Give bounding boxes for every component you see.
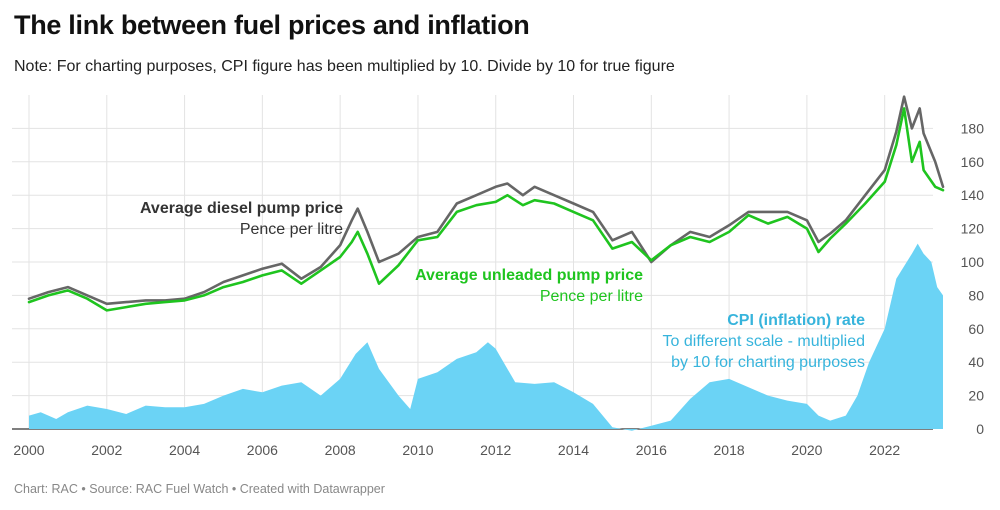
y-tick-label: 120 <box>961 221 985 237</box>
chart-footer: Chart: RAC • Source: RAC Fuel Watch • Cr… <box>14 482 385 496</box>
axis-ticks: 2000 2002 2004 2006 2008 2010 2012 2014 2016 2018… <box>13 120 984 458</box>
x-tick-label: 2010 <box>402 442 433 458</box>
x-tick-label: 2000 <box>13 442 44 458</box>
x-tick-label: 2012 <box>480 442 511 458</box>
cpi-annotation-line1: To different scale - multiplied <box>663 333 865 350</box>
y-tick-label: 40 <box>968 354 984 370</box>
cpi-annotation-title: CPI (inflation) rate <box>727 312 865 329</box>
unleaded-annotation-sub: Pence per litre <box>540 288 643 305</box>
x-tick-label: 2020 <box>791 442 822 458</box>
cpi-annotation-line2: by 10 for charting purposes <box>671 354 865 371</box>
y-tick-label: 180 <box>961 120 985 136</box>
x-tick-label: 2008 <box>325 442 356 458</box>
x-tick-label: 2002 <box>91 442 122 458</box>
diesel-annotation-sub: Pence per litre <box>240 221 343 238</box>
x-tick-label: 2016 <box>636 442 667 458</box>
y-tick-label: 60 <box>968 321 984 337</box>
x-tick-label: 2004 <box>169 442 200 458</box>
y-tick-label: 140 <box>961 187 985 203</box>
x-tick-label: 2006 <box>247 442 278 458</box>
y-tick-label: 100 <box>961 254 985 270</box>
unleaded-annotation-title: Average unleaded pump price <box>415 267 643 284</box>
chart-title: The link between fuel prices and inflati… <box>14 10 530 40</box>
series-layer <box>27 95 945 431</box>
cpi-area <box>29 243 943 431</box>
x-tick-label: 2014 <box>558 442 589 458</box>
y-tick-label: 20 <box>968 388 984 404</box>
y-tick-label: 0 <box>976 421 984 437</box>
unleaded-line <box>27 107 945 312</box>
x-tick-label: 2022 <box>869 442 900 458</box>
annotations: Average diesel pump price Pence per litr… <box>140 200 865 371</box>
x-tick-label: 2018 <box>714 442 745 458</box>
diesel-line <box>27 95 945 306</box>
diesel-annotation-title: Average diesel pump price <box>140 200 343 217</box>
y-tick-label: 80 <box>968 287 984 303</box>
y-tick-label: 160 <box>961 154 985 170</box>
chart-subtitle: Note: For charting purposes, CPI figure … <box>14 58 675 75</box>
